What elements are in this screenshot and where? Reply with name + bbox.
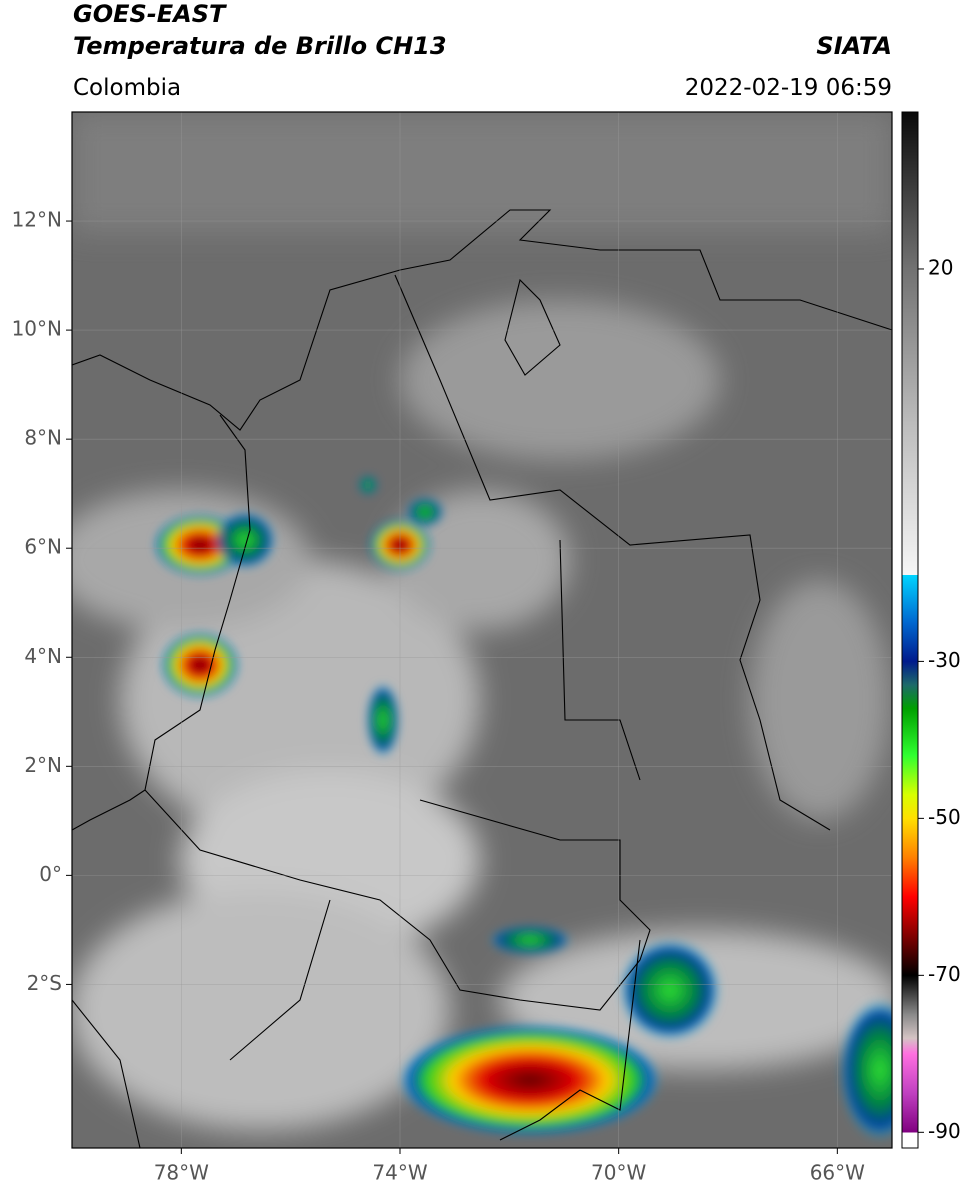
y-tick-label: 8°N (24, 426, 62, 450)
colorbar-label: -70 (928, 962, 961, 986)
x-tick-label: 66°W (810, 1161, 865, 1185)
colorbar-label: -50 (928, 805, 961, 829)
x-tick-label: 74°W (372, 1161, 427, 1185)
colorbar-label: -90 (928, 1119, 961, 1143)
colorbar (901, 111, 919, 1149)
y-tick-label: 10°N (12, 317, 62, 341)
colorbar-label: -30 (928, 648, 961, 672)
y-tick-label: 2°N (24, 753, 62, 777)
datetime: 2022-02-19 06:59 (685, 75, 892, 101)
y-tick-label: 12°N (12, 208, 62, 232)
region: Colombia (73, 75, 181, 101)
y-tick-label: 6°N (24, 535, 62, 559)
y-tick-label: 4°N (24, 644, 62, 668)
satellite-image (72, 112, 892, 1148)
x-tick-label: 70°W (591, 1161, 646, 1185)
x-tick-label: 78°W (154, 1161, 209, 1185)
y-tick-label: 0° (39, 862, 62, 886)
title: GOES-EAST (73, 0, 227, 28)
y-tick-label: 2°S (27, 971, 62, 995)
colorbar-label: 20 (928, 255, 953, 279)
source: SIATA (816, 32, 892, 60)
map-frame (71, 111, 893, 1149)
subtitle: Temperatura de Brillo CH13 (73, 32, 447, 60)
